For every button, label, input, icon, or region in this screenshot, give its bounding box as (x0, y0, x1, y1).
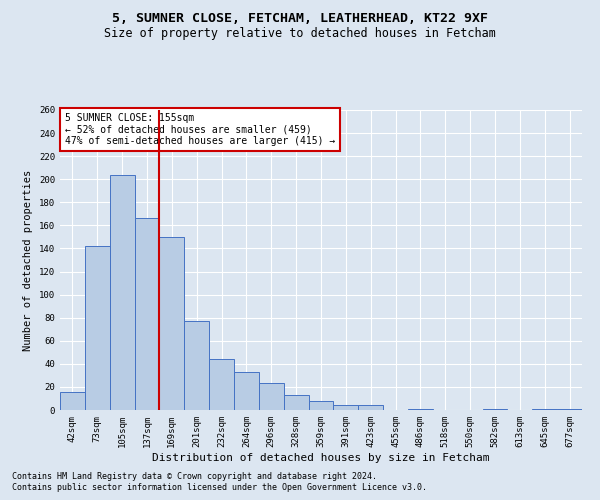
Bar (557, 409, 582, 410)
Text: 5 SUMNER CLOSE: 155sqm
← 52% of detached houses are smaller (459)
47% of semi-de: 5 SUMNER CLOSE: 155sqm ← 52% of detached… (65, 113, 335, 146)
Text: 5, SUMNER CLOSE, FETCHAM, LEATHERHEAD, KT22 9XF: 5, SUMNER CLOSE, FETCHAM, LEATHERHEAD, K… (112, 12, 488, 26)
Bar (532, 409, 557, 410)
Bar (134, 218, 160, 410)
Text: Size of property relative to detached houses in Fetcham: Size of property relative to detached ho… (104, 28, 496, 40)
Bar (209, 359, 234, 410)
Bar (334, 406, 358, 410)
Bar (259, 384, 284, 410)
Bar (160, 237, 184, 410)
Bar (358, 406, 383, 410)
Bar (85, 246, 110, 410)
Bar (284, 395, 308, 410)
Bar (308, 401, 334, 410)
Bar (482, 409, 508, 410)
Bar (234, 372, 259, 410)
Text: Contains public sector information licensed under the Open Government Licence v3: Contains public sector information licen… (12, 484, 427, 492)
Y-axis label: Number of detached properties: Number of detached properties (23, 170, 34, 350)
Bar (60, 392, 85, 410)
X-axis label: Distribution of detached houses by size in Fetcham: Distribution of detached houses by size … (152, 452, 490, 462)
Text: Contains HM Land Registry data © Crown copyright and database right 2024.: Contains HM Land Registry data © Crown c… (12, 472, 377, 481)
Bar (184, 321, 209, 410)
Bar (110, 174, 134, 410)
Bar (408, 409, 433, 410)
